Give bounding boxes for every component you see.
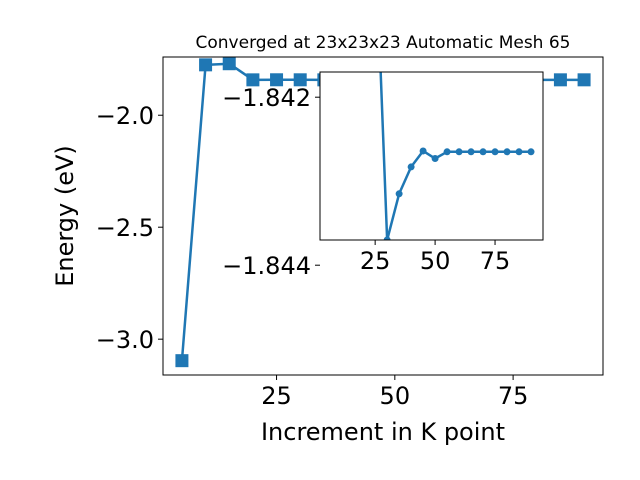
- inset-data-point: [455, 148, 463, 156]
- main-axes-frame: [162, 56, 604, 376]
- inset-series-layer: [379, 72, 535, 240]
- inset-data-point: [491, 148, 499, 156]
- inset-data-point: [479, 148, 487, 156]
- inset-data-point: [431, 155, 439, 163]
- inset-axes-frame: [319, 71, 544, 241]
- main-x-tick-label: 25: [261, 382, 292, 410]
- main-data-point: [270, 73, 284, 87]
- main-x-tick-label: 50: [380, 382, 411, 410]
- main-data-point: [222, 57, 236, 71]
- x-axis-label: Increment in K point: [261, 418, 505, 446]
- inset-data-point: [419, 147, 427, 155]
- main-x-ticks: 25 50 75: [261, 375, 528, 410]
- inset-data-point: [515, 148, 523, 156]
- main-data-point: [293, 73, 307, 87]
- inset-x-tick-label: 75: [480, 247, 511, 275]
- inset-data-point: [527, 148, 535, 156]
- chart-title: Converged at 23x23x23 Automatic Mesh 65: [196, 33, 571, 53]
- inset-data-point: [395, 190, 403, 198]
- main-y-tick-label: −3.0: [96, 326, 154, 354]
- inset-x-ticks: 25 50 75: [360, 240, 510, 275]
- main-data-point: [577, 73, 591, 87]
- main-y-tick-label: −2.5: [96, 214, 154, 242]
- main-x-tick-label: 75: [498, 382, 529, 410]
- inset-data-point: [407, 163, 415, 171]
- inset-y-ticks: −1.844 −1.842: [222, 84, 320, 280]
- main-data-point: [175, 354, 189, 368]
- main-data-point: [246, 73, 260, 87]
- inset-y-tick-label: −1.842: [222, 84, 311, 112]
- inset-plot-area: 25 50 75 −1.844 −1.842: [222, 71, 544, 280]
- inset-data-point: [503, 148, 511, 156]
- y-axis-label: Energy (eV): [51, 145, 79, 287]
- inset-data-point: [443, 148, 451, 156]
- main-y-tick-label: −2.0: [96, 102, 154, 130]
- inset-x-tick-label: 25: [360, 247, 391, 275]
- main-y-ticks: −3.0 −2.5 −2.0: [96, 102, 163, 354]
- inset-y-tick-label: −1.844: [222, 252, 311, 280]
- main-data-point: [553, 73, 567, 87]
- inset-data-point: [467, 148, 475, 156]
- inset-x-tick-label: 50: [420, 247, 451, 275]
- inset-data-point: [383, 236, 391, 240]
- main-data-point: [199, 58, 213, 72]
